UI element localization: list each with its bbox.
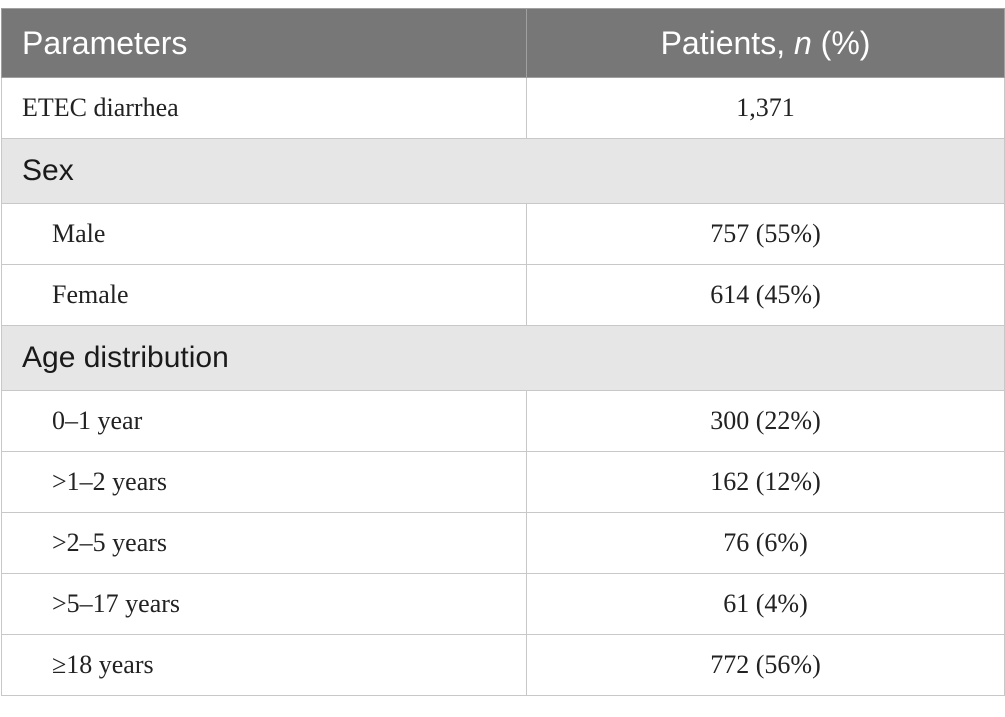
row-value-age-1-2: 162 (12%) — [526, 451, 1005, 513]
row-label-etec: ETEC diarrhea — [1, 77, 527, 139]
header-patients: Patients, n (%) — [526, 8, 1005, 78]
row-value-etec: 1,371 — [526, 77, 1005, 139]
row-label-age-2-5: >2–5 years — [1, 512, 527, 574]
header-row: Parameters Patients, n (%) — [1, 8, 1005, 78]
row-value-age-2-5: 76 (6%) — [526, 512, 1005, 574]
row-value-age-5-17: 61 (4%) — [526, 573, 1005, 635]
row-value-male: 757 (55%) — [526, 203, 1005, 265]
table-row: 0–1 year 300 (22%) — [1, 390, 1005, 452]
row-label-age-0-1: 0–1 year — [1, 390, 527, 452]
table-body: ETEC diarrhea 1,371 Sex Male 757 (55%) F… — [1, 77, 1005, 696]
patient-parameters-table: Parameters Patients, n (%) ETEC diarrhea… — [1, 8, 1005, 696]
table-header: Parameters Patients, n (%) — [1, 8, 1005, 78]
header-patients-prefix: Patients, — [660, 24, 794, 61]
row-value-female: 614 (45%) — [526, 264, 1005, 326]
table-row: >1–2 years 162 (12%) — [1, 451, 1005, 513]
row-label-age-1-2: >1–2 years — [1, 451, 527, 513]
header-patients-suffix: (%) — [811, 24, 871, 61]
table-row: Male 757 (55%) — [1, 203, 1005, 265]
header-patients-n: n — [793, 24, 812, 61]
table-row: ETEC diarrhea 1,371 — [1, 77, 1005, 139]
section-label-sex: Sex — [1, 138, 1005, 204]
table-row: >5–17 years 61 (4%) — [1, 573, 1005, 635]
section-row-age: Age distribution — [1, 325, 1005, 391]
row-label-female: Female — [1, 264, 527, 326]
header-parameters: Parameters — [1, 8, 527, 78]
table-row: >2–5 years 76 (6%) — [1, 512, 1005, 574]
section-label-age: Age distribution — [1, 325, 1005, 391]
row-label-male: Male — [1, 203, 527, 265]
row-value-age-18: 772 (56%) — [526, 634, 1005, 696]
table-row: ≥18 years 772 (56%) — [1, 634, 1005, 696]
section-row-sex: Sex — [1, 138, 1005, 204]
row-value-age-0-1: 300 (22%) — [526, 390, 1005, 452]
table-row: Female 614 (45%) — [1, 264, 1005, 326]
row-label-age-5-17: >5–17 years — [1, 573, 527, 635]
row-label-age-18: ≥18 years — [1, 634, 527, 696]
